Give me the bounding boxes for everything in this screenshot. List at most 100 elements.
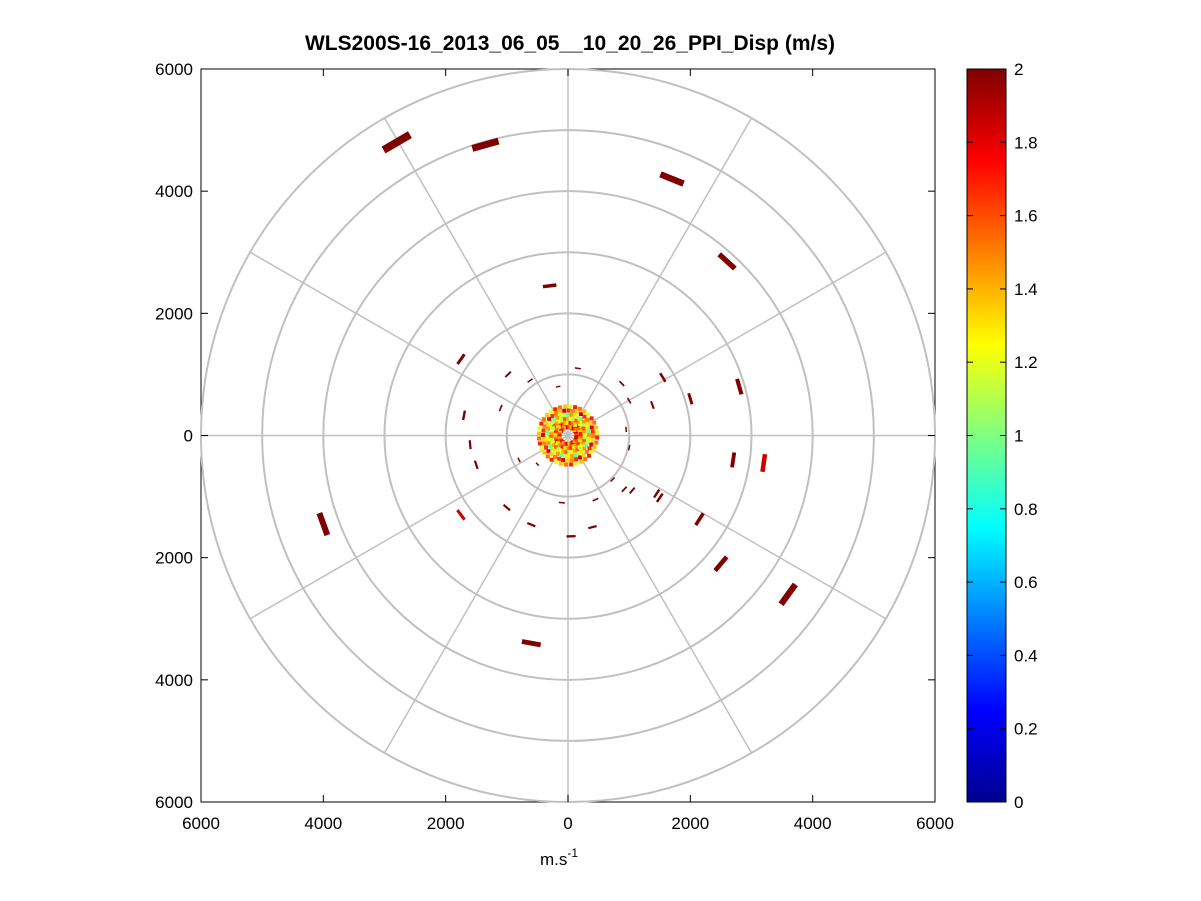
y-tick-label: 4000 <box>155 671 193 690</box>
data-point <box>730 452 737 468</box>
center-cluster <box>536 404 600 467</box>
data-point <box>316 512 331 537</box>
center-cluster-cell <box>589 425 594 430</box>
center-cluster-cell <box>558 448 563 453</box>
y-tick-label: 6000 <box>155 60 193 79</box>
center-cluster-cell <box>581 453 586 458</box>
center-cluster-cell <box>579 412 584 417</box>
center-cluster-cell <box>569 462 574 467</box>
center-cluster-cell <box>562 404 567 409</box>
center-cluster-cell <box>539 421 544 426</box>
center-cluster-cell <box>545 434 550 439</box>
center-cluster-cell <box>566 408 571 413</box>
center-cluster-cell <box>561 445 566 450</box>
center-cluster-cell <box>549 434 554 439</box>
center-cluster-cell <box>555 415 560 420</box>
grid-spoke <box>567 251 887 437</box>
center-cluster-cell <box>552 449 557 454</box>
center-cluster-cell <box>570 417 575 422</box>
center-cluster-cell <box>582 432 587 437</box>
center-cluster-cell <box>575 410 580 415</box>
center-cluster-cell <box>582 429 587 434</box>
center-cluster-cell <box>586 432 591 437</box>
center-cluster-cell <box>592 445 597 450</box>
center-cluster-cell <box>590 438 595 443</box>
center-cluster-cell <box>585 417 590 422</box>
center-cluster-cell <box>565 458 570 463</box>
center-cluster-cell <box>557 405 562 410</box>
data-point <box>555 385 561 388</box>
center-cluster-cell <box>575 415 580 420</box>
x-tick-label: 4000 <box>304 814 342 833</box>
center-cluster-cell <box>577 406 582 411</box>
center-cluster-cell <box>545 454 550 459</box>
center-cluster-cell <box>578 455 583 460</box>
center-cluster-cell <box>548 409 553 414</box>
center-cluster-cell <box>586 429 591 434</box>
data-point <box>618 380 625 387</box>
center-cluster-cell <box>537 426 542 431</box>
axis-ticks: 6000 4000 2000 0 2000 4000 6000 6000 4000 2000 0 20… <box>155 60 954 833</box>
center-cluster-cell <box>577 445 582 450</box>
center-cluster-cell <box>585 440 590 445</box>
data-point <box>760 453 768 473</box>
center-cluster-cell <box>582 414 587 419</box>
grid-spoke <box>567 435 753 754</box>
center-cluster-cell <box>564 416 569 421</box>
center-cluster-cell <box>592 420 597 425</box>
center-cluster-cell <box>569 412 574 417</box>
data-point <box>526 522 536 528</box>
grid-spoke <box>567 117 753 436</box>
center-cluster-cell <box>567 446 572 451</box>
grid-spoke <box>249 434 569 620</box>
center-cluster-cell <box>549 428 554 433</box>
center-cluster-cell <box>574 457 579 462</box>
center-cluster-cell <box>567 450 572 455</box>
data-point <box>659 372 667 383</box>
center-cluster-cell <box>570 421 575 426</box>
center-cluster-cell <box>562 408 567 413</box>
center-cluster-cell <box>585 425 590 430</box>
center-cluster-cell <box>553 430 558 435</box>
center-cluster-cell <box>550 413 555 418</box>
center-cluster-cell <box>561 413 566 418</box>
y-tick-label: 2000 <box>155 304 193 323</box>
center-cluster-cell <box>561 417 566 422</box>
center-cluster-cell <box>559 453 564 458</box>
center-cluster-cell <box>550 440 555 445</box>
center-cluster-cell <box>578 431 583 436</box>
center-cluster-cell <box>582 446 587 451</box>
center-cluster-cell <box>549 437 554 442</box>
center-cluster-cell <box>572 448 577 453</box>
center-cluster-cell <box>570 453 575 458</box>
center-cluster-cell <box>563 445 568 450</box>
center-cluster-cell <box>553 411 558 416</box>
center-cluster-cell <box>567 416 572 421</box>
center-cluster-cell <box>542 450 547 455</box>
data-point <box>574 367 581 370</box>
center-cluster-cell <box>569 458 574 463</box>
data-point <box>592 497 599 502</box>
center-cluster-cell <box>579 417 584 422</box>
center-cluster-cell <box>583 422 588 427</box>
data-point <box>627 444 631 451</box>
center-cluster-cell <box>549 420 554 425</box>
data-point <box>461 410 467 421</box>
center-cluster-cell <box>548 444 553 449</box>
center-cluster-cell <box>566 454 571 459</box>
center-cluster-cell <box>537 441 542 446</box>
center-cluster-cell <box>536 431 541 436</box>
center-cluster-cell <box>574 434 579 439</box>
data-point <box>694 512 705 527</box>
center-cluster-cell <box>594 440 599 445</box>
center-cluster-cell <box>566 420 571 425</box>
colorbar-tick-label: 1.8 <box>1014 133 1038 152</box>
data-point <box>588 524 597 530</box>
center-cluster-cell <box>568 404 573 409</box>
center-cluster-cell <box>595 430 600 435</box>
center-cluster-cell <box>589 442 594 447</box>
data-point <box>655 492 664 503</box>
data-point <box>687 392 694 405</box>
center-cluster-cell <box>586 412 591 417</box>
